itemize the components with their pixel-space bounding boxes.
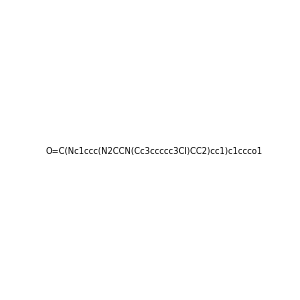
- Text: O=C(Nc1ccc(N2CCN(Cc3ccccc3Cl)CC2)cc1)c1ccco1: O=C(Nc1ccc(N2CCN(Cc3ccccc3Cl)CC2)cc1)c1c…: [45, 147, 262, 156]
